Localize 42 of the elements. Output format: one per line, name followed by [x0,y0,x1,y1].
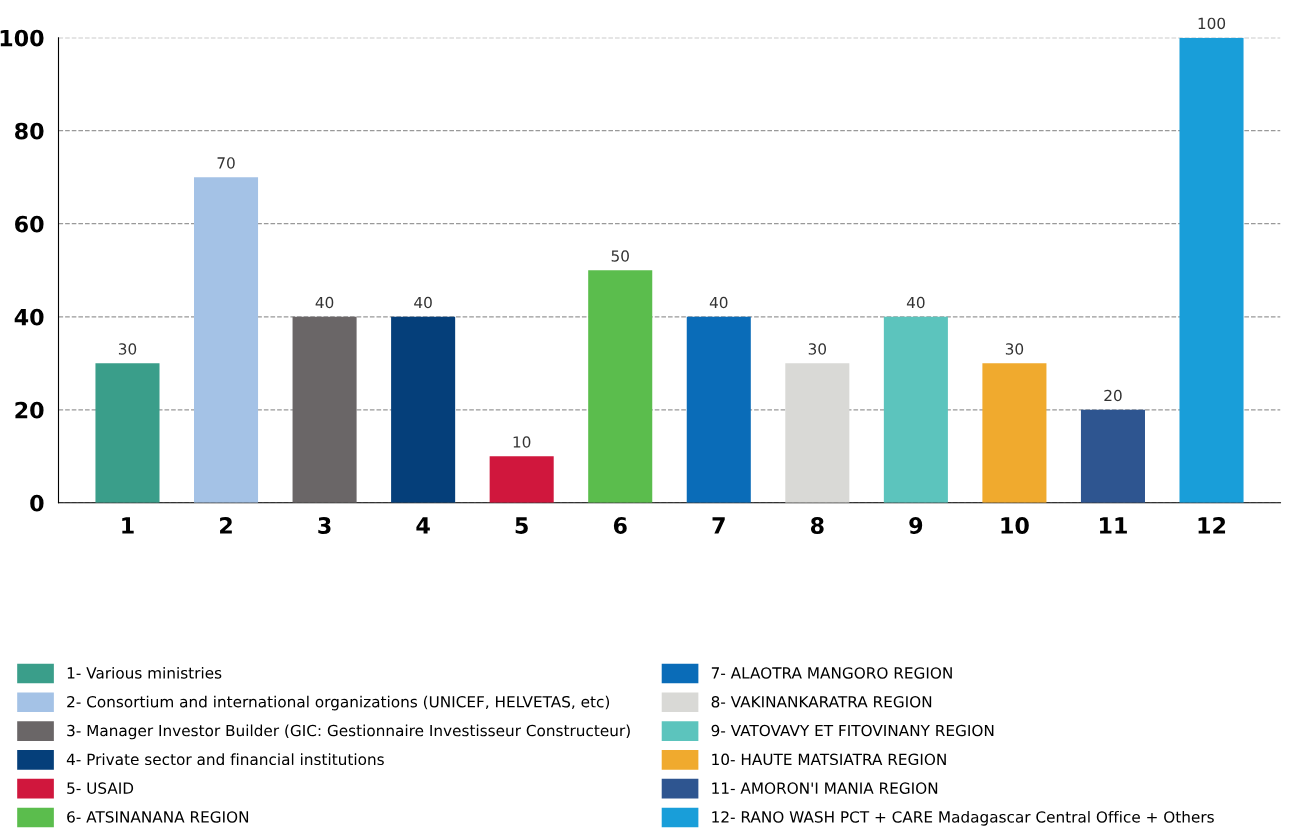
legend-label: 9- VATOVAVY ET FITOVINANY REGION [711,724,994,737]
legend-label: 10- HAUTE MATSIATRA REGION [712,753,946,766]
data-label: 40 [414,296,432,309]
x-tick-label: 3 [318,517,331,534]
y-tick-label: 100 [0,29,44,47]
legend-label: 5- USAID [67,782,134,794]
data-label: 40 [709,296,728,309]
legend-label: 2- Consortium and international organizations (UNICEF, HELVETAS, etc) [67,695,610,711]
legend-label: 1- Various ministries [67,666,222,679]
data-label: 30 [808,343,827,355]
x-tick-label: 6 [613,517,627,534]
x-tick-label: 11 [1100,517,1127,534]
x-tick-label: 4 [416,517,430,534]
x-tick-label: 12 [1198,517,1226,534]
data-label: 50 [611,250,629,262]
data-label: 30 [1005,343,1024,355]
data-label: 20 [1104,389,1122,402]
x-tick-label: 2 [220,517,232,534]
data-label: 100 [1198,17,1226,30]
legend-label: 6- ATSINANANA REGION [67,811,249,823]
x-tick-label: 1 [122,517,134,534]
data-label: 70 [217,157,235,169]
x-tick-label: 5 [515,517,528,534]
x-tick-label: 9 [909,517,923,534]
legend-label: 11- AMORON'I MANIA REGION [712,782,938,794]
y-tick-label: 40 [14,308,44,326]
y-tick-label: 20 [15,401,44,419]
legend-label: 7- ALAOTRA MANGORO REGION [711,667,952,679]
data-label: 40 [315,296,334,309]
data-label: 40 [906,296,925,309]
legend-label: 4- Private sector and financial institutions [66,753,384,766]
legend-label: 3- Manager Investor Builder (GIC: Gestionnaire Investisseur Constructeur) [67,724,630,740]
data-label: 30 [118,343,137,355]
legend-label: 12- RANO WASH PCT + CARE Madagascar Central Office + Others [712,810,1214,826]
legend-label: 8- VAKINANKARATRA REGION [711,695,932,708]
y-tick-label: 60 [15,215,44,233]
data-label: 10 [513,436,531,448]
x-tick-label: 7 [712,517,725,534]
x-tick-label: 8 [810,517,824,534]
y-tick-label: 80 [15,122,44,140]
y-tick-label: 0 [30,494,44,512]
x-tick-label: 10 [1001,517,1029,534]
